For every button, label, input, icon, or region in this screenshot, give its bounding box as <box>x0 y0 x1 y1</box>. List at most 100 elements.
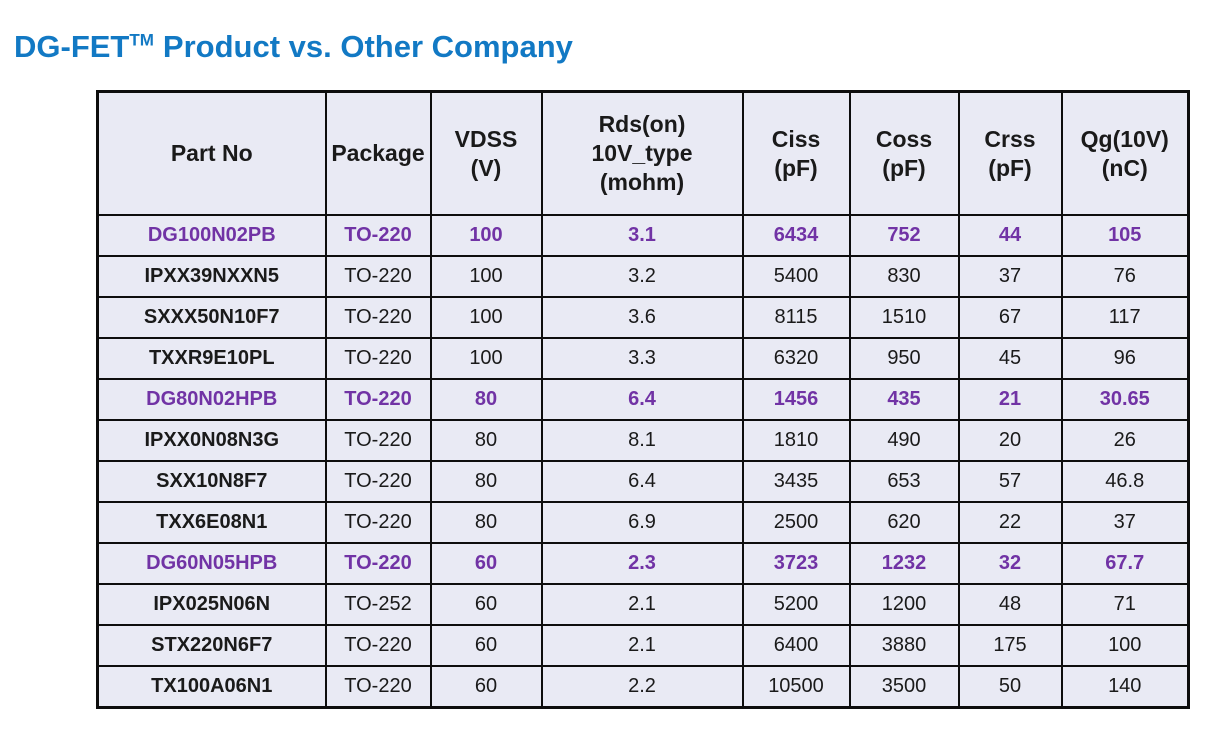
table-row: TXX6E08N1 TO-220 80 6.9 2500 620 22 37 <box>96 501 1190 544</box>
cell-vdss: 60 <box>429 583 543 626</box>
cell-crss: 57 <box>957 460 1063 503</box>
cell-rds-on: 6.9 <box>540 501 744 544</box>
cell-package: TO-220 <box>324 337 432 380</box>
column-header-coss: Coss (pF) <box>848 90 960 216</box>
table-row: TX100A06N1 TO-220 60 2.2 10500 3500 50 1… <box>96 665 1190 709</box>
cell-crss: 32 <box>957 542 1063 585</box>
cell-coss: 752 <box>848 214 960 257</box>
cell-qg: 26 <box>1060 419 1190 462</box>
cell-part-no: TXX6E08N1 <box>96 501 327 544</box>
page-title: DG-FETTM Product vs. Other Company <box>14 29 573 65</box>
cell-rds-on: 3.3 <box>540 337 744 380</box>
cell-coss: 1200 <box>848 583 960 626</box>
cell-qg: 117 <box>1060 296 1190 339</box>
title-rest: Product vs. Other Company <box>162 28 573 64</box>
cell-coss: 620 <box>848 501 960 544</box>
cell-vdss: 60 <box>429 542 543 585</box>
cell-rds-on: 6.4 <box>540 378 744 421</box>
cell-part-no: DG80N02HPB <box>96 378 327 421</box>
cell-package: TO-220 <box>324 296 432 339</box>
cell-vdss: 60 <box>429 624 543 667</box>
cell-crss: 50 <box>957 665 1063 709</box>
cell-vdss: 100 <box>429 337 543 380</box>
cell-vdss: 80 <box>429 378 543 421</box>
table-row: DG100N02PB TO-220 100 3.1 6434 752 44 10… <box>96 214 1190 257</box>
cell-vdss: 80 <box>429 460 543 503</box>
table-header-row: Part No Package VDSS (V) Rds(on) 10V_typ… <box>96 90 1190 216</box>
cell-part-no: TX100A06N1 <box>96 665 327 709</box>
cell-vdss: 100 <box>429 214 543 257</box>
cell-part-no: DG60N05HPB <box>96 542 327 585</box>
cell-qg: 76 <box>1060 255 1190 298</box>
cell-ciss: 1810 <box>741 419 851 462</box>
cell-rds-on: 2.3 <box>540 542 744 585</box>
cell-rds-on: 3.1 <box>540 214 744 257</box>
cell-ciss: 5400 <box>741 255 851 298</box>
cell-ciss: 6320 <box>741 337 851 380</box>
cell-crss: 48 <box>957 583 1063 626</box>
cell-rds-on: 8.1 <box>540 419 744 462</box>
cell-qg: 71 <box>1060 583 1190 626</box>
cell-ciss: 8115 <box>741 296 851 339</box>
table-row: IPXX0N08N3G TO-220 80 8.1 1810 490 20 26 <box>96 419 1190 462</box>
cell-part-no: IPXX0N08N3G <box>96 419 327 462</box>
cell-coss: 1232 <box>848 542 960 585</box>
cell-package: TO-220 <box>324 378 432 421</box>
cell-package: TO-220 <box>324 501 432 544</box>
cell-ciss: 2500 <box>741 501 851 544</box>
cell-qg: 140 <box>1060 665 1190 709</box>
cell-coss: 3500 <box>848 665 960 709</box>
cell-ciss: 10500 <box>741 665 851 709</box>
cell-part-no: DG100N02PB <box>96 214 327 257</box>
table-row: SXXX50N10F7 TO-220 100 3.6 8115 1510 67 … <box>96 296 1190 339</box>
product-comparison-table: Part No Package VDSS (V) Rds(on) 10V_typ… <box>96 90 1190 709</box>
cell-rds-on: 6.4 <box>540 460 744 503</box>
cell-package: TO-220 <box>324 255 432 298</box>
table-row: IPX025N06N TO-252 60 2.1 5200 1200 48 71 <box>96 583 1190 626</box>
cell-rds-on: 2.1 <box>540 624 744 667</box>
table-row: TXXR9E10PL TO-220 100 3.3 6320 950 45 96 <box>96 337 1190 380</box>
column-header-ciss: Ciss (pF) <box>741 90 851 216</box>
cell-crss: 45 <box>957 337 1063 380</box>
cell-crss: 44 <box>957 214 1063 257</box>
column-header-crss: Crss (pF) <box>957 90 1063 216</box>
cell-vdss: 100 <box>429 255 543 298</box>
cell-qg: 37 <box>1060 501 1190 544</box>
cell-crss: 21 <box>957 378 1063 421</box>
cell-package: TO-220 <box>324 624 432 667</box>
cell-qg: 105 <box>1060 214 1190 257</box>
cell-crss: 175 <box>957 624 1063 667</box>
cell-ciss: 1456 <box>741 378 851 421</box>
column-header-qg: Qg(10V) (nC) <box>1060 90 1190 216</box>
cell-ciss: 3435 <box>741 460 851 503</box>
cell-package: TO-220 <box>324 460 432 503</box>
cell-ciss: 3723 <box>741 542 851 585</box>
table-row: SXX10N8F7 TO-220 80 6.4 3435 653 57 46.8 <box>96 460 1190 503</box>
cell-coss: 830 <box>848 255 960 298</box>
cell-package: TO-220 <box>324 419 432 462</box>
column-header-package: Package <box>324 90 432 216</box>
cell-coss: 1510 <box>848 296 960 339</box>
cell-package: TO-220 <box>324 665 432 709</box>
cell-part-no: SXX10N8F7 <box>96 460 327 503</box>
cell-coss: 490 <box>848 419 960 462</box>
cell-ciss: 6434 <box>741 214 851 257</box>
cell-part-no: TXXR9E10PL <box>96 337 327 380</box>
cell-rds-on: 2.1 <box>540 583 744 626</box>
column-header-rds-on: Rds(on) 10V_type (mohm) <box>540 90 744 216</box>
cell-crss: 37 <box>957 255 1063 298</box>
cell-qg: 96 <box>1060 337 1190 380</box>
cell-part-no: STX220N6F7 <box>96 624 327 667</box>
cell-package: TO-220 <box>324 214 432 257</box>
trademark-superscript: TM <box>129 30 154 50</box>
table-row: IPXX39NXXN5 TO-220 100 3.2 5400 830 37 7… <box>96 255 1190 298</box>
cell-package: TO-220 <box>324 542 432 585</box>
cell-coss: 653 <box>848 460 960 503</box>
cell-part-no: IPXX39NXXN5 <box>96 255 327 298</box>
table-row: DG80N02HPB TO-220 80 6.4 1456 435 21 30.… <box>96 378 1190 421</box>
cell-rds-on: 3.2 <box>540 255 744 298</box>
cell-qg: 30.65 <box>1060 378 1190 421</box>
cell-qg: 67.7 <box>1060 542 1190 585</box>
cell-crss: 20 <box>957 419 1063 462</box>
